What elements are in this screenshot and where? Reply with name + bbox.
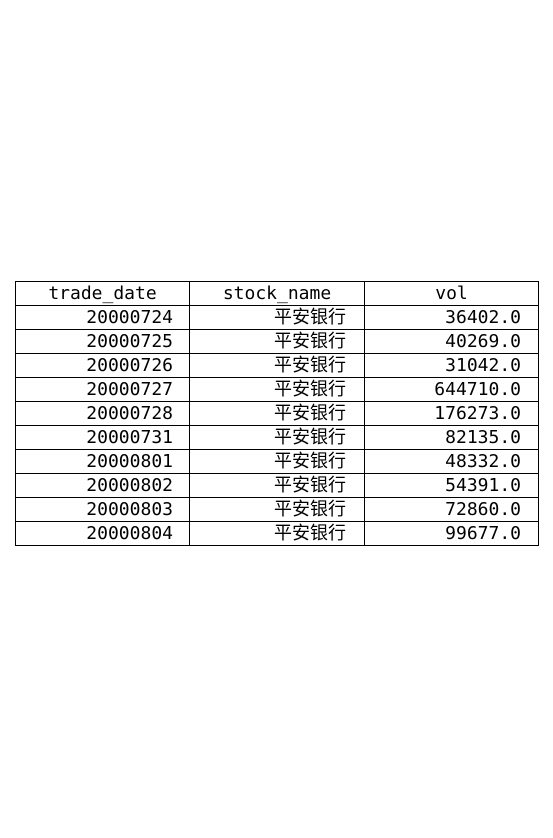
cell-stock-name: 平安银行 bbox=[189, 425, 365, 450]
cell-vol: 36402.0 bbox=[364, 305, 539, 330]
cell-stock-name: 平安银行 bbox=[189, 521, 365, 546]
header-row: trade_date stock_name vol bbox=[15, 281, 539, 306]
table-row: 20000727 平安银行 644710.0 bbox=[15, 377, 539, 402]
cell-vol: 31042.0 bbox=[364, 353, 539, 378]
cell-trade-date: 20000802 bbox=[15, 473, 190, 498]
cell-stock-name: 平安银行 bbox=[189, 329, 365, 354]
cell-stock-name: 平安银行 bbox=[189, 497, 365, 522]
cell-stock-name: 平安银行 bbox=[189, 305, 365, 330]
cell-stock-name: 平安银行 bbox=[189, 449, 365, 474]
data-table: trade_date stock_name vol 20000724 平安银行 36… bbox=[15, 281, 539, 546]
header-vol: vol bbox=[364, 281, 539, 306]
table-body: 20000724 平安银行 36402.0 20000725 平安银行 40269.0 20… bbox=[15, 305, 539, 546]
cell-vol: 644710.0 bbox=[364, 377, 539, 402]
table-row: 20000726 平安银行 31042.0 bbox=[15, 353, 539, 378]
header-trade-date: trade_date bbox=[15, 281, 190, 306]
cell-trade-date: 20000727 bbox=[15, 377, 190, 402]
data-table-container: trade_date stock_name vol 20000724 平安银行 36… bbox=[15, 281, 539, 546]
cell-stock-name: 平安银行 bbox=[189, 473, 365, 498]
cell-trade-date: 20000725 bbox=[15, 329, 190, 354]
cell-trade-date: 20000726 bbox=[15, 353, 190, 378]
cell-vol: 176273.0 bbox=[364, 401, 539, 426]
cell-vol: 40269.0 bbox=[364, 329, 539, 354]
table-row: 20000802 平安银行 54391.0 bbox=[15, 473, 539, 498]
table-row: 20000725 平安银行 40269.0 bbox=[15, 329, 539, 354]
header-stock-name: stock_name bbox=[189, 281, 365, 306]
cell-trade-date: 20000803 bbox=[15, 497, 190, 522]
table-row: 20000728 平安银行 176273.0 bbox=[15, 401, 539, 426]
table-header: trade_date stock_name vol bbox=[15, 281, 539, 306]
cell-vol: 99677.0 bbox=[364, 521, 539, 546]
table-row: 20000801 平安银行 48332.0 bbox=[15, 449, 539, 474]
cell-trade-date: 20000724 bbox=[15, 305, 190, 330]
cell-stock-name: 平安银行 bbox=[189, 377, 365, 402]
cell-trade-date: 20000728 bbox=[15, 401, 190, 426]
cell-trade-date: 20000801 bbox=[15, 449, 190, 474]
cell-vol: 82135.0 bbox=[364, 425, 539, 450]
table-row: 20000804 平安银行 99677.0 bbox=[15, 521, 539, 546]
table-row: 20000803 平安银行 72860.0 bbox=[15, 497, 539, 522]
cell-stock-name: 平安银行 bbox=[189, 401, 365, 426]
table-row: 20000731 平安银行 82135.0 bbox=[15, 425, 539, 450]
cell-vol: 54391.0 bbox=[364, 473, 539, 498]
cell-vol: 72860.0 bbox=[364, 497, 539, 522]
cell-trade-date: 20000731 bbox=[15, 425, 190, 450]
cell-vol: 48332.0 bbox=[364, 449, 539, 474]
cell-stock-name: 平安银行 bbox=[189, 353, 365, 378]
cell-trade-date: 20000804 bbox=[15, 521, 190, 546]
table-row: 20000724 平安银行 36402.0 bbox=[15, 305, 539, 330]
